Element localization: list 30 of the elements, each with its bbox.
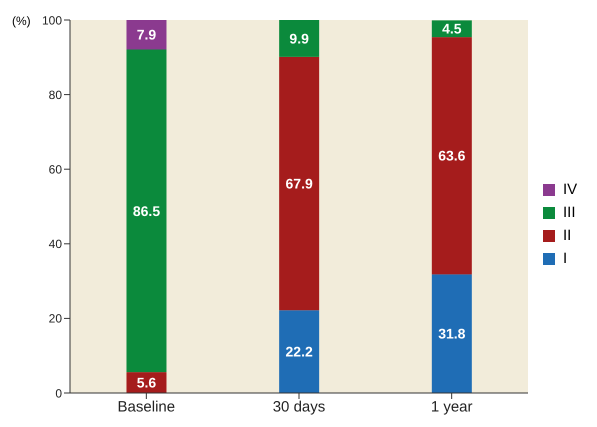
x-tick-label: 30 days	[272, 398, 326, 416]
data-label: 22.2	[286, 344, 313, 360]
legend-label: II	[563, 227, 572, 244]
bar	[126, 49, 166, 372]
y-tick-label: 20	[48, 312, 62, 326]
legend-label: IV	[563, 181, 578, 198]
legend-label: I	[563, 250, 568, 267]
y-tick-label: 0	[55, 386, 62, 400]
data-label: 63.6	[438, 148, 466, 164]
y-tick-label: 80	[48, 88, 62, 102]
bar	[432, 274, 472, 393]
y-tick-label: 100	[42, 13, 62, 28]
data-label: 5.6	[136, 374, 156, 391]
data-label: 4.5	[442, 20, 462, 37]
bar	[279, 56, 320, 310]
legend-label: III	[563, 204, 576, 221]
data-label: 9.9	[289, 30, 310, 46]
x-tick-label: Baseline	[118, 398, 176, 416]
y-tick-label: 60	[48, 162, 62, 176]
x-tick-label: 1 year	[430, 398, 473, 416]
data-label: 86.5	[132, 202, 160, 219]
bar	[432, 37, 472, 274]
data-label: 7.9	[136, 26, 156, 43]
y-tick-label: 40	[48, 237, 62, 252]
data-label: 31.8	[438, 326, 466, 342]
y-axis-title: (%)	[12, 14, 31, 28]
bar	[126, 20, 166, 50]
bar	[279, 20, 320, 57]
data-label: 67.9	[286, 176, 313, 192]
bar	[279, 310, 320, 393]
